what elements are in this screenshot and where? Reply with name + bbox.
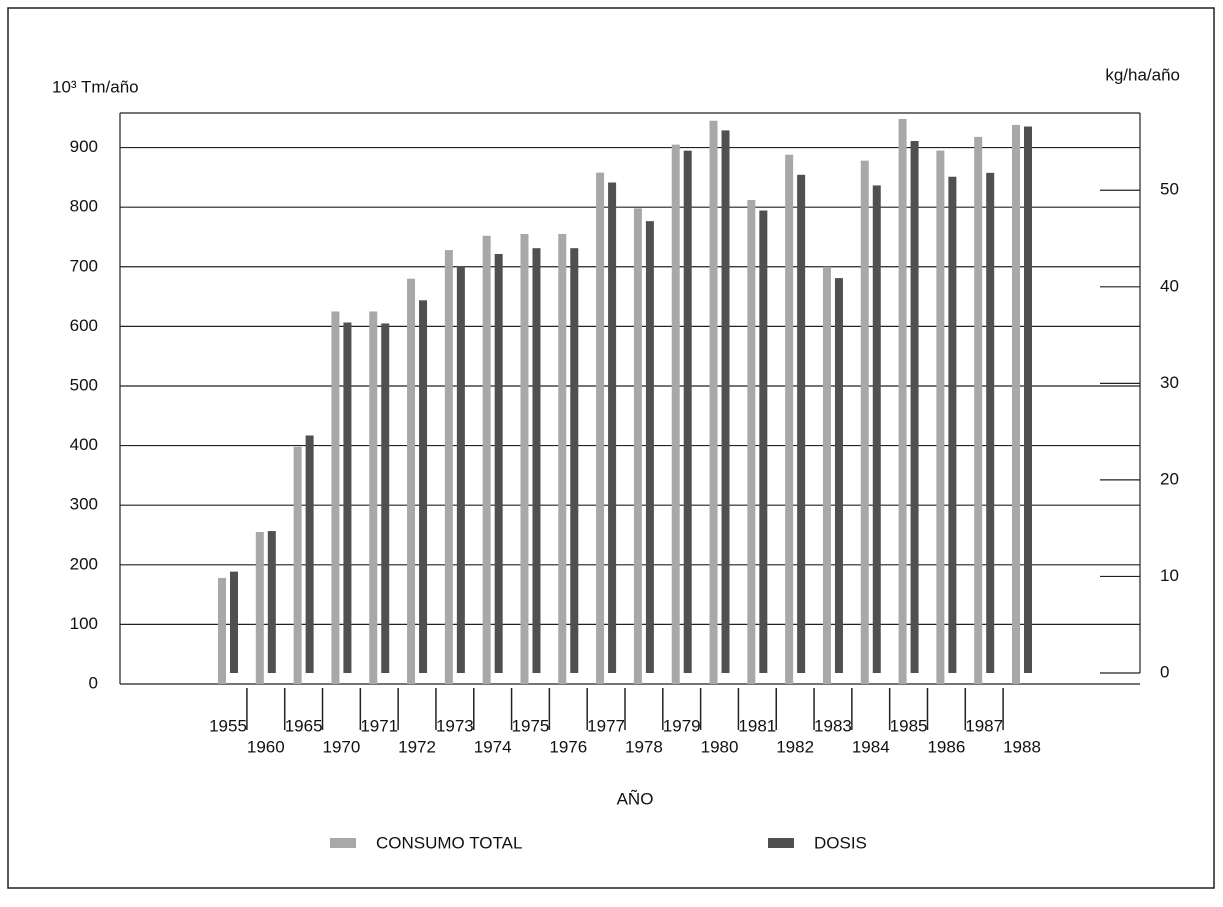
bar [747,200,756,684]
bar [293,446,302,684]
y2-tick-label: 50 [1160,180,1179,199]
x-tick-label: 1970 [323,737,361,756]
y-tick-label: 0 [89,673,98,692]
bar [671,144,680,684]
x-tick-label: 1973 [436,716,474,735]
bar [267,531,276,673]
y2-tick-label: 40 [1160,276,1179,295]
bar [608,182,617,673]
y-tick-label: 100 [70,614,98,633]
y-tick-label: 700 [70,256,98,275]
y2-tick-label: 20 [1160,469,1179,488]
y-tick-label: 400 [70,435,98,454]
frame [7,7,1215,889]
legend-label: DOSIS [814,833,867,852]
x-tick-label: 1971 [360,716,398,735]
x-tick-label: 1979 [663,716,701,735]
y2-tick-label: 0 [1160,662,1169,681]
x-tick-label: 1975 [512,716,550,735]
bar [343,322,352,673]
bar [872,185,881,673]
x-tick-label: 1983 [814,716,852,735]
bar [305,435,314,673]
x-tick-label: 1985 [890,716,928,735]
legend-swatch [330,838,356,848]
x-tick-label: 1978 [625,737,663,756]
bar [419,300,428,673]
bar [570,248,579,673]
bar [645,221,654,673]
y-tick-label: 800 [70,197,98,216]
bar [898,118,907,685]
bar [633,208,642,684]
x-tick-label: 1976 [549,737,587,756]
bar [759,210,768,673]
bar [797,174,806,674]
x-tick-label: 1987 [965,716,1003,735]
x-tick-label: 1980 [701,737,739,756]
bar [407,278,416,684]
y-axis-label: 10³ Tm/año [52,77,139,96]
bar [986,172,995,674]
y2-tick-label: 10 [1160,566,1179,585]
bar [1012,124,1020,685]
bar [558,233,567,684]
y-tick-label: 900 [70,137,98,156]
y-tick-label: 500 [70,375,98,394]
bar [1024,126,1032,674]
x-tick-label: 1960 [247,737,285,756]
bar [721,130,730,674]
x-tick-label: 1981 [738,716,776,735]
bar [936,150,945,684]
bar [974,136,983,685]
x-tick-label: 1984 [852,737,890,756]
bar [381,323,390,673]
bar [230,571,238,673]
bar [494,253,503,673]
bar [822,266,831,684]
bar [331,311,340,684]
x-tick-label: 1965 [285,716,323,735]
bar [683,150,692,674]
bar [444,250,453,684]
bar [369,311,378,684]
x-tick-label: 1986 [927,737,965,756]
bar [948,176,957,674]
bar [596,172,605,685]
bar [709,120,718,685]
x-tick-label: 1972 [398,737,436,756]
bar [456,266,465,673]
y-tick-label: 300 [70,495,98,514]
x-tick-label: 1955 [209,716,247,735]
x-axis-label: AÑO [617,789,654,808]
bar [255,532,264,684]
bar [860,160,869,684]
bar [785,154,794,684]
legend-label: CONSUMO TOTAL [376,833,522,852]
x-tick-label: 1982 [776,737,814,756]
y-tick-label: 600 [70,316,98,335]
x-tick-label: 1977 [587,716,625,735]
x-tick-label: 1974 [474,737,512,756]
bar [482,235,491,684]
legend-swatch [768,838,794,848]
bar [532,248,541,673]
bar [520,233,529,684]
y2-axis-label: kg/ha/año [1105,65,1180,84]
bar [218,577,226,684]
y2-tick-label: 30 [1160,373,1179,392]
x-tick-label: 1988 [1003,737,1041,756]
bar [910,141,919,673]
y-tick-label: 200 [70,554,98,573]
bar [834,278,843,673]
